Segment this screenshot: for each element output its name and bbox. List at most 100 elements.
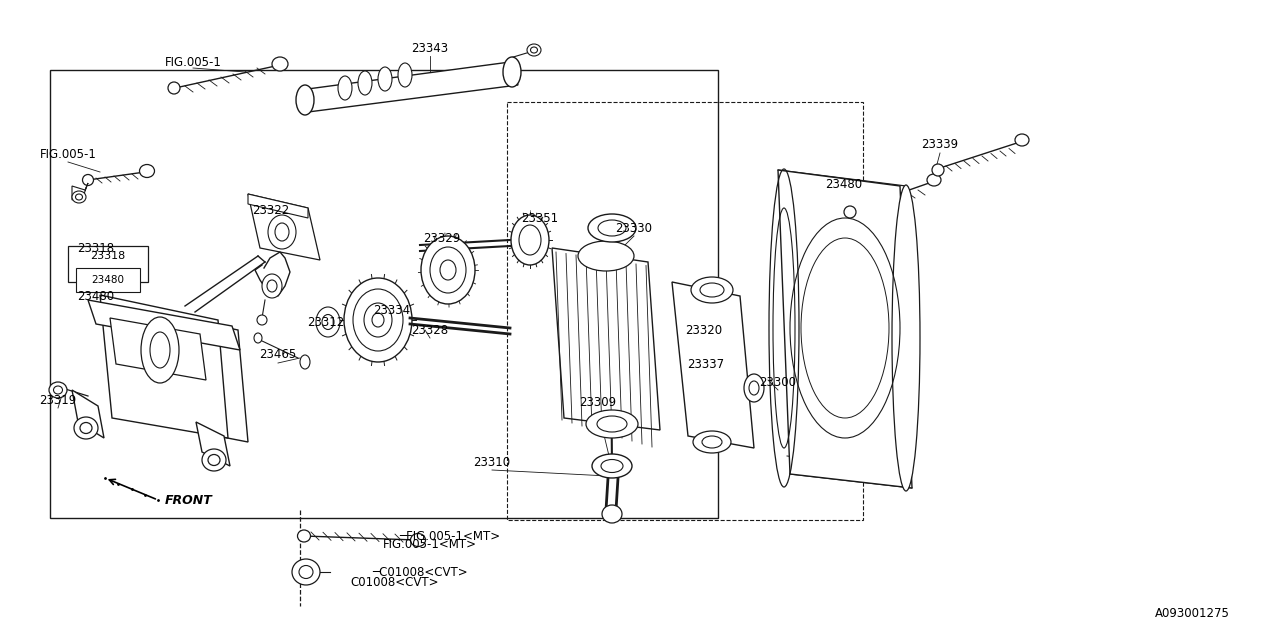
Text: 23337: 23337	[687, 358, 724, 371]
Polygon shape	[72, 183, 88, 200]
Ellipse shape	[602, 505, 622, 523]
Ellipse shape	[150, 332, 170, 368]
Ellipse shape	[1015, 134, 1029, 146]
Ellipse shape	[253, 333, 262, 343]
Ellipse shape	[268, 215, 296, 249]
Polygon shape	[248, 194, 320, 260]
Ellipse shape	[262, 274, 282, 298]
Ellipse shape	[296, 85, 314, 115]
Ellipse shape	[430, 247, 466, 293]
Text: FIG.005-1<MT>: FIG.005-1<MT>	[383, 538, 477, 552]
Text: 23480: 23480	[77, 289, 115, 303]
Text: 23480: 23480	[91, 275, 124, 285]
Bar	[76, 268, 140, 292]
Ellipse shape	[207, 454, 220, 465]
Polygon shape	[100, 295, 228, 438]
Ellipse shape	[275, 223, 289, 241]
Text: 23309: 23309	[580, 396, 617, 408]
Text: 23465: 23465	[260, 349, 297, 362]
Ellipse shape	[323, 314, 334, 330]
Text: FRONT: FRONT	[165, 493, 212, 506]
Ellipse shape	[691, 277, 733, 303]
Text: 23329: 23329	[424, 232, 461, 244]
Polygon shape	[196, 422, 230, 466]
Ellipse shape	[749, 381, 759, 395]
Text: 23330: 23330	[616, 221, 653, 234]
Ellipse shape	[411, 534, 425, 547]
Polygon shape	[672, 282, 754, 448]
Text: 23310: 23310	[474, 456, 511, 468]
Ellipse shape	[579, 241, 634, 271]
Text: 23320: 23320	[685, 323, 723, 337]
Ellipse shape	[932, 164, 945, 176]
Ellipse shape	[79, 422, 92, 433]
Bar	[507, 102, 863, 520]
Ellipse shape	[141, 317, 179, 383]
Polygon shape	[300, 62, 518, 112]
Ellipse shape	[701, 436, 722, 448]
Ellipse shape	[168, 82, 180, 94]
Polygon shape	[552, 248, 660, 430]
Polygon shape	[72, 390, 104, 438]
Text: 23351: 23351	[521, 211, 558, 225]
Ellipse shape	[292, 559, 320, 585]
Text: C01008<CVT>: C01008<CVT>	[351, 575, 439, 589]
Ellipse shape	[372, 313, 384, 327]
Ellipse shape	[511, 215, 549, 265]
Ellipse shape	[421, 236, 475, 304]
Bar	[50, 70, 718, 518]
Text: ─C01008<CVT>: ─C01008<CVT>	[372, 566, 467, 579]
Ellipse shape	[844, 206, 856, 218]
Ellipse shape	[344, 278, 412, 362]
Ellipse shape	[76, 194, 82, 200]
Ellipse shape	[257, 315, 268, 325]
Text: A093001275: A093001275	[1155, 607, 1230, 620]
Ellipse shape	[398, 63, 412, 87]
Ellipse shape	[72, 191, 86, 203]
Polygon shape	[778, 170, 911, 488]
Text: 23343: 23343	[411, 42, 448, 54]
Text: 23318: 23318	[77, 241, 115, 255]
Ellipse shape	[892, 185, 920, 491]
Ellipse shape	[338, 76, 352, 100]
Ellipse shape	[140, 164, 155, 177]
Text: 23322: 23322	[252, 204, 289, 216]
Text: ─FIG.005-1<MT>: ─FIG.005-1<MT>	[399, 529, 500, 543]
Ellipse shape	[378, 67, 392, 91]
Text: 23319: 23319	[40, 394, 77, 406]
Ellipse shape	[927, 174, 941, 186]
Ellipse shape	[591, 454, 632, 478]
Ellipse shape	[82, 175, 93, 186]
Ellipse shape	[598, 220, 626, 236]
Ellipse shape	[74, 417, 99, 439]
Ellipse shape	[530, 47, 538, 53]
Ellipse shape	[49, 382, 67, 398]
Text: 23339: 23339	[922, 138, 959, 152]
Polygon shape	[248, 194, 308, 218]
Ellipse shape	[297, 530, 311, 542]
Ellipse shape	[273, 57, 288, 71]
Text: 23312: 23312	[307, 316, 344, 328]
Ellipse shape	[202, 449, 227, 471]
Ellipse shape	[518, 225, 541, 255]
Ellipse shape	[316, 307, 340, 337]
Text: 23334: 23334	[374, 303, 411, 317]
Ellipse shape	[300, 566, 314, 579]
Ellipse shape	[54, 386, 63, 394]
Text: FIG.005-1: FIG.005-1	[40, 148, 96, 161]
Bar	[68, 246, 148, 282]
Ellipse shape	[700, 283, 724, 297]
Text: 23480: 23480	[826, 179, 863, 191]
Ellipse shape	[358, 71, 372, 95]
Ellipse shape	[692, 431, 731, 453]
Ellipse shape	[744, 374, 764, 402]
Text: 23328: 23328	[411, 323, 448, 337]
Ellipse shape	[586, 410, 637, 438]
Text: 23300: 23300	[759, 376, 796, 388]
Ellipse shape	[602, 460, 623, 472]
Ellipse shape	[300, 355, 310, 369]
Ellipse shape	[440, 260, 456, 280]
Ellipse shape	[268, 280, 276, 292]
Ellipse shape	[588, 214, 636, 242]
Ellipse shape	[596, 416, 627, 432]
